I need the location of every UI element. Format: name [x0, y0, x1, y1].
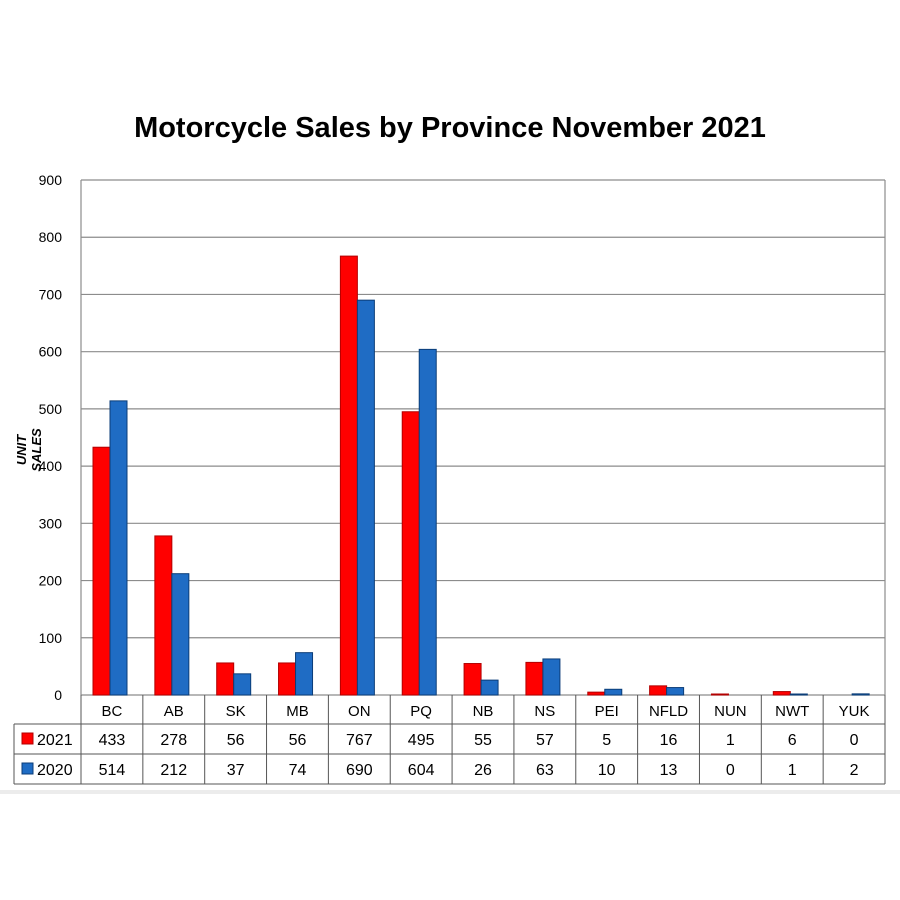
- data-label: 0: [726, 762, 735, 779]
- data-label: 433: [99, 732, 126, 749]
- x-tick-label: YUK: [839, 703, 870, 720]
- bar-2021-ns: [525, 661, 544, 696]
- bar-2020-on: [356, 299, 375, 696]
- bar-2020-mb: [295, 652, 314, 696]
- y-tick-label: 900: [39, 172, 63, 188]
- x-tick-label: ON: [348, 703, 371, 720]
- bar-2021-nfld: [649, 685, 668, 696]
- x-tick-label: PQ: [410, 703, 432, 720]
- data-label: 604: [408, 762, 435, 779]
- legend-key-2020: [21, 762, 34, 775]
- x-tick-label: NUN: [714, 703, 747, 720]
- data-label: 2: [850, 762, 859, 779]
- data-label: 690: [346, 762, 373, 779]
- data-label: 1: [726, 732, 735, 749]
- data-label: 6: [788, 732, 797, 749]
- bar-2021-nun: [710, 693, 729, 696]
- x-tick-label: NB: [473, 703, 494, 720]
- data-label: 1: [788, 762, 797, 779]
- data-label: 10: [598, 762, 616, 779]
- data-label: 55: [474, 732, 492, 749]
- y-tick-label: 100: [39, 630, 63, 646]
- bar-2021-nwt: [772, 691, 791, 696]
- data-label: 5: [602, 732, 611, 749]
- data-label: 13: [660, 762, 678, 779]
- x-tick-label: PEI: [595, 703, 619, 720]
- y-tick-label: 200: [39, 573, 63, 589]
- y-tick-label: 500: [39, 401, 63, 417]
- bar-2021-pei: [587, 691, 606, 696]
- bar-2021-pq: [401, 411, 420, 696]
- bar-2020-nwt: [789, 693, 808, 696]
- data-label: 16: [660, 732, 678, 749]
- bar-2020-sk: [233, 673, 252, 696]
- legend-label-2020: 2020: [37, 762, 73, 779]
- bar-2021-mb: [278, 662, 297, 696]
- bar-2021-bc: [92, 446, 111, 696]
- data-label: 495: [408, 732, 435, 749]
- chart-title: Motorcycle Sales by Province November 20…: [134, 112, 766, 144]
- data-label: 0: [850, 732, 859, 749]
- data-label: 514: [99, 762, 126, 779]
- data-label: 278: [160, 732, 187, 749]
- y-tick-label: 0: [54, 687, 62, 703]
- data-label: 212: [160, 762, 187, 779]
- bar-2020-bc: [109, 400, 128, 696]
- data-label: 56: [289, 732, 307, 749]
- legend-label-2021: 2021: [37, 732, 73, 749]
- y-tick-label: 800: [39, 229, 63, 245]
- data-label: 56: [227, 732, 245, 749]
- bar-2020-yuk: [851, 693, 870, 696]
- data-label: 63: [536, 762, 554, 779]
- bar-2021-nb: [463, 663, 482, 696]
- x-tick-label: NS: [534, 703, 555, 720]
- x-tick-label: NWT: [775, 703, 809, 720]
- data-label: 767: [346, 732, 373, 749]
- bottom-band: [0, 790, 900, 794]
- x-tick-label: NFLD: [649, 703, 688, 720]
- bar-2020-pq: [418, 348, 437, 696]
- bar-2020-pei: [604, 688, 623, 696]
- y-tick-label: 600: [39, 344, 63, 360]
- bar-2020-ns: [542, 658, 561, 696]
- data-label: 37: [227, 762, 245, 779]
- bar-2021-sk: [216, 662, 235, 696]
- bar-2021-ab: [154, 535, 173, 696]
- legend-key-2021: [21, 732, 34, 745]
- x-tick-label: AB: [164, 703, 184, 720]
- bar-2021-on: [339, 255, 358, 696]
- bar-2020-nb: [480, 679, 499, 696]
- x-tick-label: BC: [102, 703, 123, 720]
- data-label: 74: [289, 762, 307, 779]
- x-tick-label: SK: [226, 703, 246, 720]
- bar-2020-ab: [171, 573, 190, 696]
- y-tick-label: 400: [39, 458, 63, 474]
- y-tick-label: 300: [39, 515, 63, 531]
- y-tick-label: 700: [39, 286, 63, 302]
- data-label: 26: [474, 762, 492, 779]
- data-label: 57: [536, 732, 554, 749]
- bar-2020-nfld: [666, 687, 685, 696]
- x-tick-label: MB: [286, 703, 309, 720]
